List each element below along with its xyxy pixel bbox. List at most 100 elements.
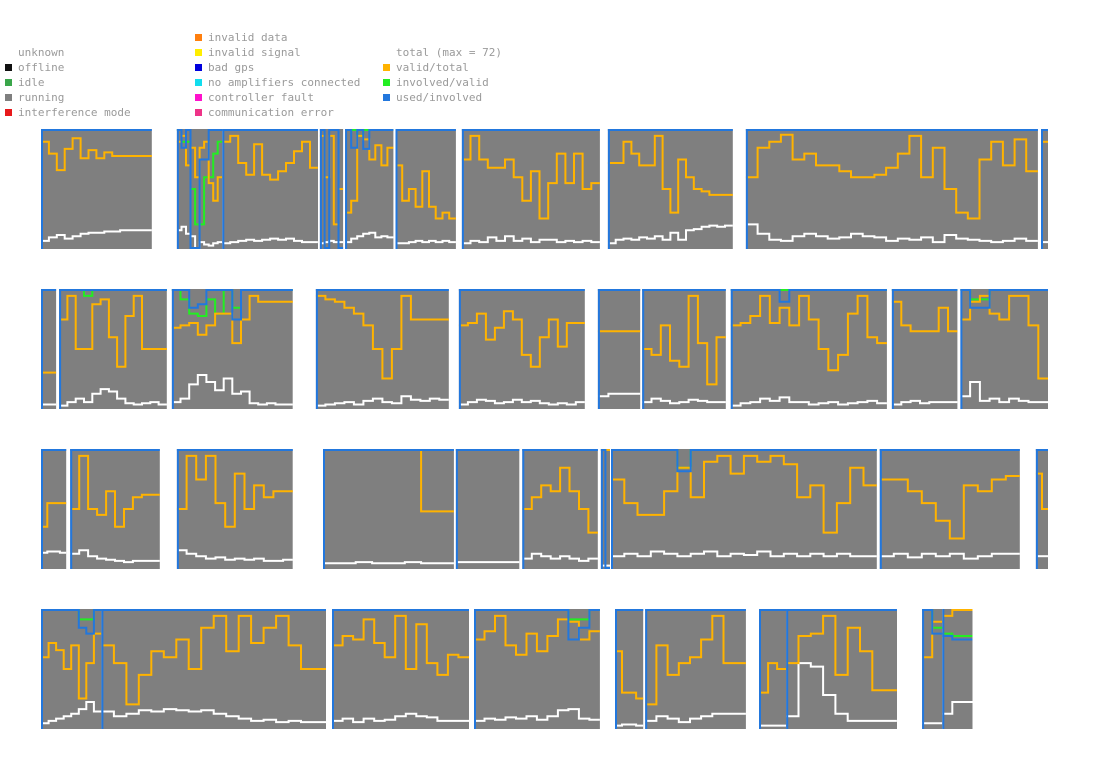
total-line: [642, 397, 726, 405]
total-line: [315, 395, 449, 407]
legend-swatch: [195, 34, 202, 41]
running-segment: [319, 129, 344, 249]
used-involved-line: [611, 449, 877, 473]
valid-total-line: [745, 133, 1038, 220]
valid-total-line: [222, 134, 318, 181]
legend-swatch: [195, 49, 202, 56]
legend-swatch: [195, 79, 202, 86]
total-line: [222, 237, 318, 245]
valid-total-line: [922, 620, 943, 659]
valid-total-line: [474, 614, 600, 656]
total-line: [730, 396, 887, 407]
legend-label: controller fault: [208, 91, 314, 104]
valid-total-line: [41, 632, 102, 700]
total-line: [786, 662, 897, 722]
total-line: [745, 223, 1038, 244]
used-involved-line: [942, 635, 973, 641]
total-line: [171, 374, 293, 406]
valid-total-line: [41, 502, 67, 528]
legend-swatch: [383, 64, 390, 71]
used-involved-line: [171, 289, 293, 321]
legend-label: used/involved: [396, 91, 483, 104]
valid-total-line: [171, 294, 293, 345]
total-line: [474, 708, 600, 722]
running-segment: [745, 129, 1038, 249]
running-segment: [786, 609, 897, 729]
used-involved-line: [730, 289, 887, 303]
total-line: [960, 381, 1048, 404]
valid-total-line: [101, 614, 326, 706]
total-line: [323, 561, 454, 565]
legend-swatch: [195, 94, 202, 101]
total-line: [101, 708, 326, 724]
total-line: [41, 701, 102, 725]
used-involved-line: [960, 289, 1048, 309]
valid-total-line: [611, 454, 877, 534]
total-line: [615, 723, 644, 727]
running-segment: [455, 449, 520, 569]
legend-label: no amplifiers connected: [208, 76, 361, 89]
total-line: [611, 550, 877, 558]
legend-label: total (max = 72): [396, 46, 502, 59]
legend-label: offline: [18, 61, 65, 74]
total-line: [522, 552, 598, 562]
valid-total-line: [461, 134, 600, 220]
legend-label: involved/valid: [396, 76, 489, 89]
total-line: [176, 549, 293, 562]
legend-label: valid/total: [396, 61, 469, 74]
legend-swatch: [195, 109, 202, 116]
used-involved-line: [176, 129, 223, 249]
running-segment: [323, 449, 454, 569]
valid-total-line: [786, 614, 897, 692]
legend-label: invalid data: [208, 31, 288, 44]
running-segment: [615, 609, 644, 729]
total-line: [59, 388, 167, 407]
running-segment: [332, 609, 469, 729]
used-involved-line: [345, 129, 394, 150]
valid-total-line: [960, 294, 1048, 380]
running-segment: [922, 609, 943, 729]
legend-swatch: [5, 79, 12, 86]
running-segment: [891, 289, 958, 409]
legend-label: unknown: [18, 46, 65, 59]
valid-total-line: [645, 614, 746, 706]
running-segment: [879, 449, 1020, 569]
legend-swatch: [383, 79, 390, 86]
valid-total-line: [759, 662, 787, 694]
valid-total-line: [891, 300, 958, 333]
total-line: [41, 550, 67, 554]
running-segment: [41, 129, 152, 249]
running-segment: [645, 609, 746, 729]
used-involved-line: [600, 449, 610, 569]
valid-total-line: [332, 614, 469, 676]
timeline-strip: [41, 449, 1048, 569]
legend-label: interference mode: [18, 106, 131, 119]
legend-label: communication error: [208, 106, 334, 119]
total-line: [458, 398, 585, 406]
legend-label: bad gps: [208, 61, 255, 74]
total-line: [645, 712, 746, 724]
valid-total-line: [522, 466, 598, 534]
running-segment: [395, 129, 456, 249]
total-line: [70, 549, 160, 564]
used-involved-line: [474, 609, 600, 641]
total-line: [41, 229, 152, 242]
legend-label: idle: [18, 76, 45, 89]
running-segment: [41, 289, 57, 409]
running-segment: [942, 609, 973, 729]
total-line: [461, 235, 600, 245]
valid-total-line: [315, 294, 449, 380]
legend-label: running: [18, 91, 65, 104]
running-segment: [642, 289, 726, 409]
valid-total-line: [70, 454, 160, 528]
running-segment: [597, 289, 641, 409]
legend-swatch: [5, 109, 12, 116]
valid-total-line: [607, 134, 733, 214]
total-line: [879, 552, 1020, 560]
timeline-strip: [41, 129, 1048, 249]
valid-total-line: [730, 294, 887, 372]
timeline-strip: [41, 289, 1048, 409]
valid-total-line: [395, 164, 456, 220]
legend-swatch: [195, 64, 202, 71]
valid-total-line: [879, 475, 1020, 540]
